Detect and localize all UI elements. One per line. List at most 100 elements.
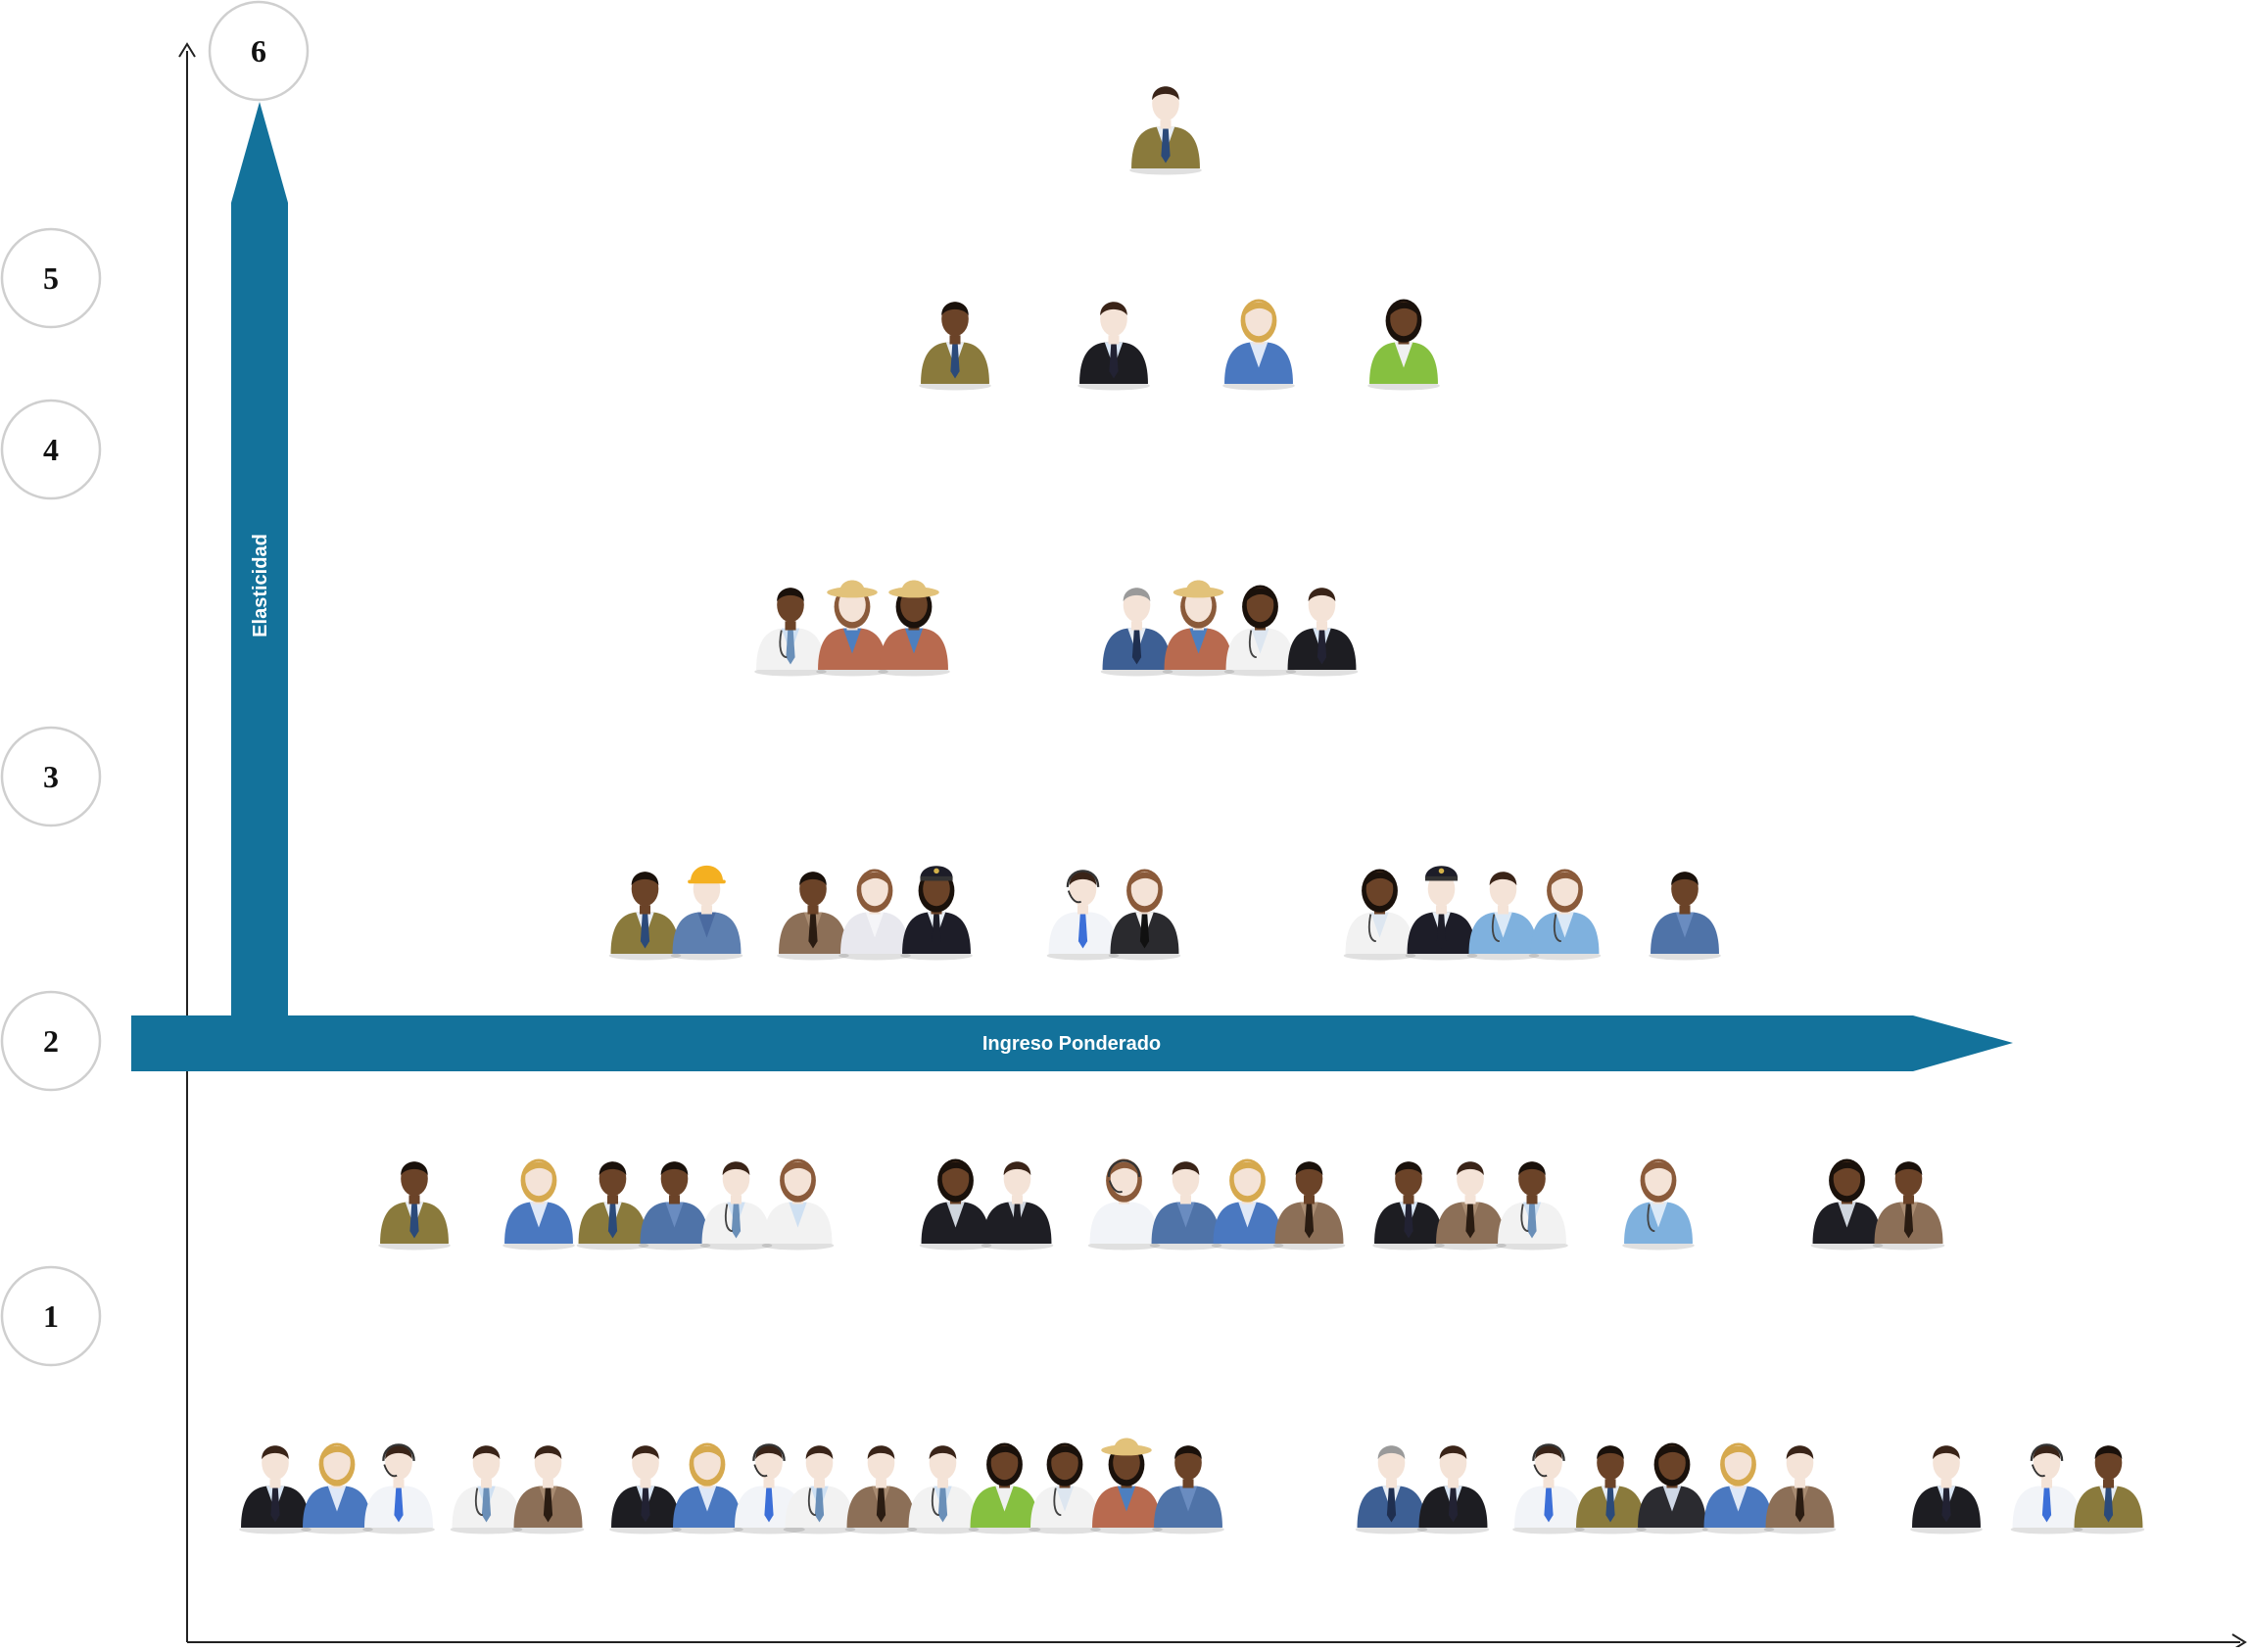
person-neck	[2040, 1479, 2053, 1488]
person-shirt	[789, 1202, 807, 1228]
person-neck	[1385, 1479, 1398, 1488]
person-tie	[786, 630, 795, 665]
level-marker-1: 1	[0, 1265, 102, 1367]
person-tie	[641, 1487, 650, 1523]
person-icon	[1372, 1161, 1445, 1251]
stethoscope	[1367, 914, 1377, 943]
person-icon	[1129, 86, 1202, 175]
stethoscope	[1491, 914, 1501, 943]
person-group	[1343, 866, 1602, 961]
person-icon	[1087, 1158, 1161, 1251]
person-tie	[1903, 1204, 1914, 1239]
person-group	[609, 1442, 805, 1534]
person-hair	[941, 302, 969, 316]
level-circle-3	[0, 726, 102, 827]
person-shirt	[1238, 1202, 1257, 1228]
person-hair	[1518, 1161, 1546, 1176]
person-neck	[1130, 621, 1143, 631]
person-hair	[799, 872, 827, 886]
person-neck	[1497, 905, 1509, 915]
headset-mic	[1108, 1180, 1124, 1194]
person-hair	[631, 872, 659, 886]
person-head	[1724, 1445, 1752, 1481]
person-tie	[1012, 1204, 1023, 1239]
person-group	[1367, 299, 1440, 391]
person-hair	[939, 1161, 972, 1177]
person-icon	[362, 1443, 435, 1534]
person-group	[919, 302, 991, 391]
headset-band	[1107, 1159, 1141, 1178]
person-icon	[1222, 299, 1295, 391]
person-hair	[692, 1445, 723, 1461]
person-shirt	[1115, 1202, 1133, 1228]
person-group	[754, 580, 950, 677]
person-hair	[1100, 302, 1127, 316]
person-icon	[2072, 1445, 2145, 1534]
person-shirt	[1249, 342, 1269, 368]
person-shirt	[1251, 628, 1269, 654]
person-icon	[503, 1158, 575, 1251]
person-group	[1029, 1438, 1224, 1534]
person-hair	[1786, 1445, 1814, 1460]
person-head	[990, 1445, 1019, 1481]
person-shirt	[1494, 912, 1512, 938]
person-icon	[1077, 302, 1150, 391]
person-icon	[1466, 872, 1540, 961]
person-tie	[1448, 1487, 1459, 1523]
person-hair	[660, 1161, 689, 1176]
level-circle-4	[0, 399, 102, 500]
person-hair	[321, 1445, 353, 1461]
hard-hat-brim	[688, 879, 726, 884]
person-hair	[1549, 872, 1581, 887]
person-hair	[859, 872, 890, 887]
person-neck	[807, 905, 819, 915]
level-label-5: 5	[43, 260, 59, 296]
person-shirt	[1055, 1486, 1075, 1512]
person-head	[1130, 872, 1159, 907]
person-icon	[1512, 1443, 1585, 1534]
person-hair	[988, 1445, 1021, 1461]
level-label-4: 4	[43, 432, 59, 467]
person-icon	[1649, 872, 1721, 961]
person-shirt	[1176, 1202, 1195, 1228]
person-icon	[1763, 1445, 1837, 1534]
person-shirt	[946, 1202, 965, 1228]
person-hair	[1535, 1445, 1562, 1460]
pilot-cap-badge	[1438, 868, 1445, 874]
person-head	[1051, 1445, 1078, 1481]
headset-mic	[383, 1464, 398, 1478]
person-shirt	[842, 628, 862, 654]
person-hair	[1933, 1445, 1960, 1460]
person-head	[1245, 302, 1272, 337]
person-tie	[2103, 1487, 2114, 1523]
stethoscope	[1553, 914, 1562, 943]
person-tie	[876, 1487, 886, 1523]
person-hair	[1671, 872, 1699, 886]
person-group	[2010, 1443, 2145, 1534]
person-icon	[2010, 1443, 2083, 1534]
person-tie	[1436, 914, 1447, 949]
person-neck	[1435, 905, 1448, 915]
person-head	[323, 1445, 351, 1481]
person-neck	[936, 1479, 949, 1488]
person-icon	[816, 580, 888, 677]
person-neck	[2102, 1479, 2115, 1488]
tier-level-3	[608, 865, 1721, 961]
person-hair	[1656, 1445, 1688, 1461]
person-hair	[1831, 1161, 1863, 1177]
person-group	[608, 865, 743, 961]
person-hair	[1643, 1161, 1674, 1177]
person-neck	[480, 1479, 493, 1488]
person-neck	[393, 1479, 405, 1488]
person-group	[1129, 86, 1202, 175]
straw-hat-brim	[1101, 1444, 1152, 1456]
tier-level-2	[378, 1158, 1945, 1251]
person-group	[1222, 299, 1295, 391]
person-group	[378, 1161, 451, 1251]
elasticity-arrow-label: Elasticidad	[250, 534, 271, 637]
person-group	[783, 1442, 1041, 1534]
person-icon	[671, 1442, 743, 1534]
person-neck	[639, 905, 651, 915]
person-hair	[1128, 872, 1161, 887]
person-shirt	[697, 1486, 717, 1512]
